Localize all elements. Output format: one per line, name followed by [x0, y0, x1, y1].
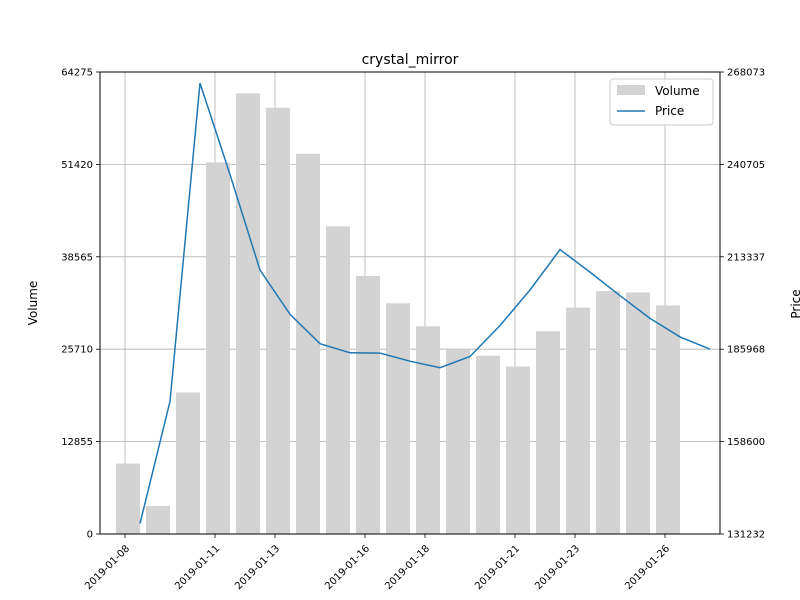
y-axis-label-left: Volume: [26, 281, 40, 326]
legend-price-label: Price: [655, 104, 684, 118]
price-line: [139, 82, 711, 524]
volume-bar: [326, 226, 350, 535]
volume-bar: [296, 153, 320, 534]
y-tick-label-right: 240705: [727, 160, 765, 171]
volume-bar: [266, 107, 290, 534]
legend: Volume Price: [609, 78, 714, 126]
legend-volume-label: Volume: [655, 84, 700, 98]
x-tick-label: 2019-01-08: [83, 543, 132, 592]
chart-title: crystal_mirror: [362, 52, 459, 68]
y-tick-label-left: 64275: [61, 68, 93, 79]
y-axis-label-right: Price: [789, 289, 800, 318]
x-tick-label: 2019-01-23: [533, 543, 582, 592]
x-tick-label: 2019-01-11: [173, 543, 222, 592]
x-tick-label: 2019-01-21: [473, 543, 522, 592]
volume-bar: [656, 305, 680, 534]
legend-volume-swatch: [617, 85, 645, 95]
y-tick-label-right: 213337: [727, 252, 765, 263]
volume-bars: [116, 93, 680, 535]
y-tick-label-right: 185968: [727, 345, 765, 356]
volume-bar: [386, 303, 410, 534]
y-tick-label-right: 158600: [727, 437, 765, 448]
y-tick-label-right: 268073: [727, 68, 765, 79]
plot-frame: [99, 71, 721, 535]
volume-bar: [116, 463, 140, 534]
volume-bar: [146, 505, 170, 534]
volume-bar: [566, 307, 590, 534]
volume-bar: [206, 162, 230, 535]
volume-bar: [176, 392, 200, 534]
y-tick-label-left: 51420: [61, 160, 93, 171]
y-tick-label-left: 12855: [61, 437, 93, 448]
right-y-axis: 131232 158600 185968 213337 240705 268073: [720, 68, 765, 541]
y-tick-label-left: 0: [87, 530, 93, 541]
volume-bar: [356, 275, 380, 534]
y-tick-label-left: 38565: [61, 252, 93, 263]
volume-bar: [416, 326, 440, 534]
volume-bar: [596, 291, 620, 534]
x-axis: 2019-01-08 2019-01-11 2019-01-13 2019-01-16…: [83, 534, 672, 592]
volume-bar: [626, 292, 650, 534]
volume-bar: [536, 331, 560, 534]
x-tick-label: 2019-01-13: [233, 543, 282, 592]
x-tick-label: 2019-01-26: [623, 543, 672, 592]
volume-bar: [476, 355, 500, 534]
volume-bar: [506, 366, 530, 534]
y-tick-label-right: 131232: [727, 530, 765, 541]
x-tick-label: 2019-01-18: [383, 543, 432, 592]
x-tick-label: 2019-01-16: [323, 543, 372, 592]
volume-bar: [446, 349, 470, 534]
left-y-axis: 0 12855 25710 38565 51420 64275: [61, 68, 100, 541]
volume-bar: [236, 93, 260, 534]
y-tick-label-left: 25710: [61, 345, 93, 356]
